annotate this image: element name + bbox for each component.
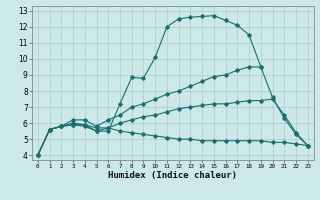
X-axis label: Humidex (Indice chaleur): Humidex (Indice chaleur)	[108, 171, 237, 180]
